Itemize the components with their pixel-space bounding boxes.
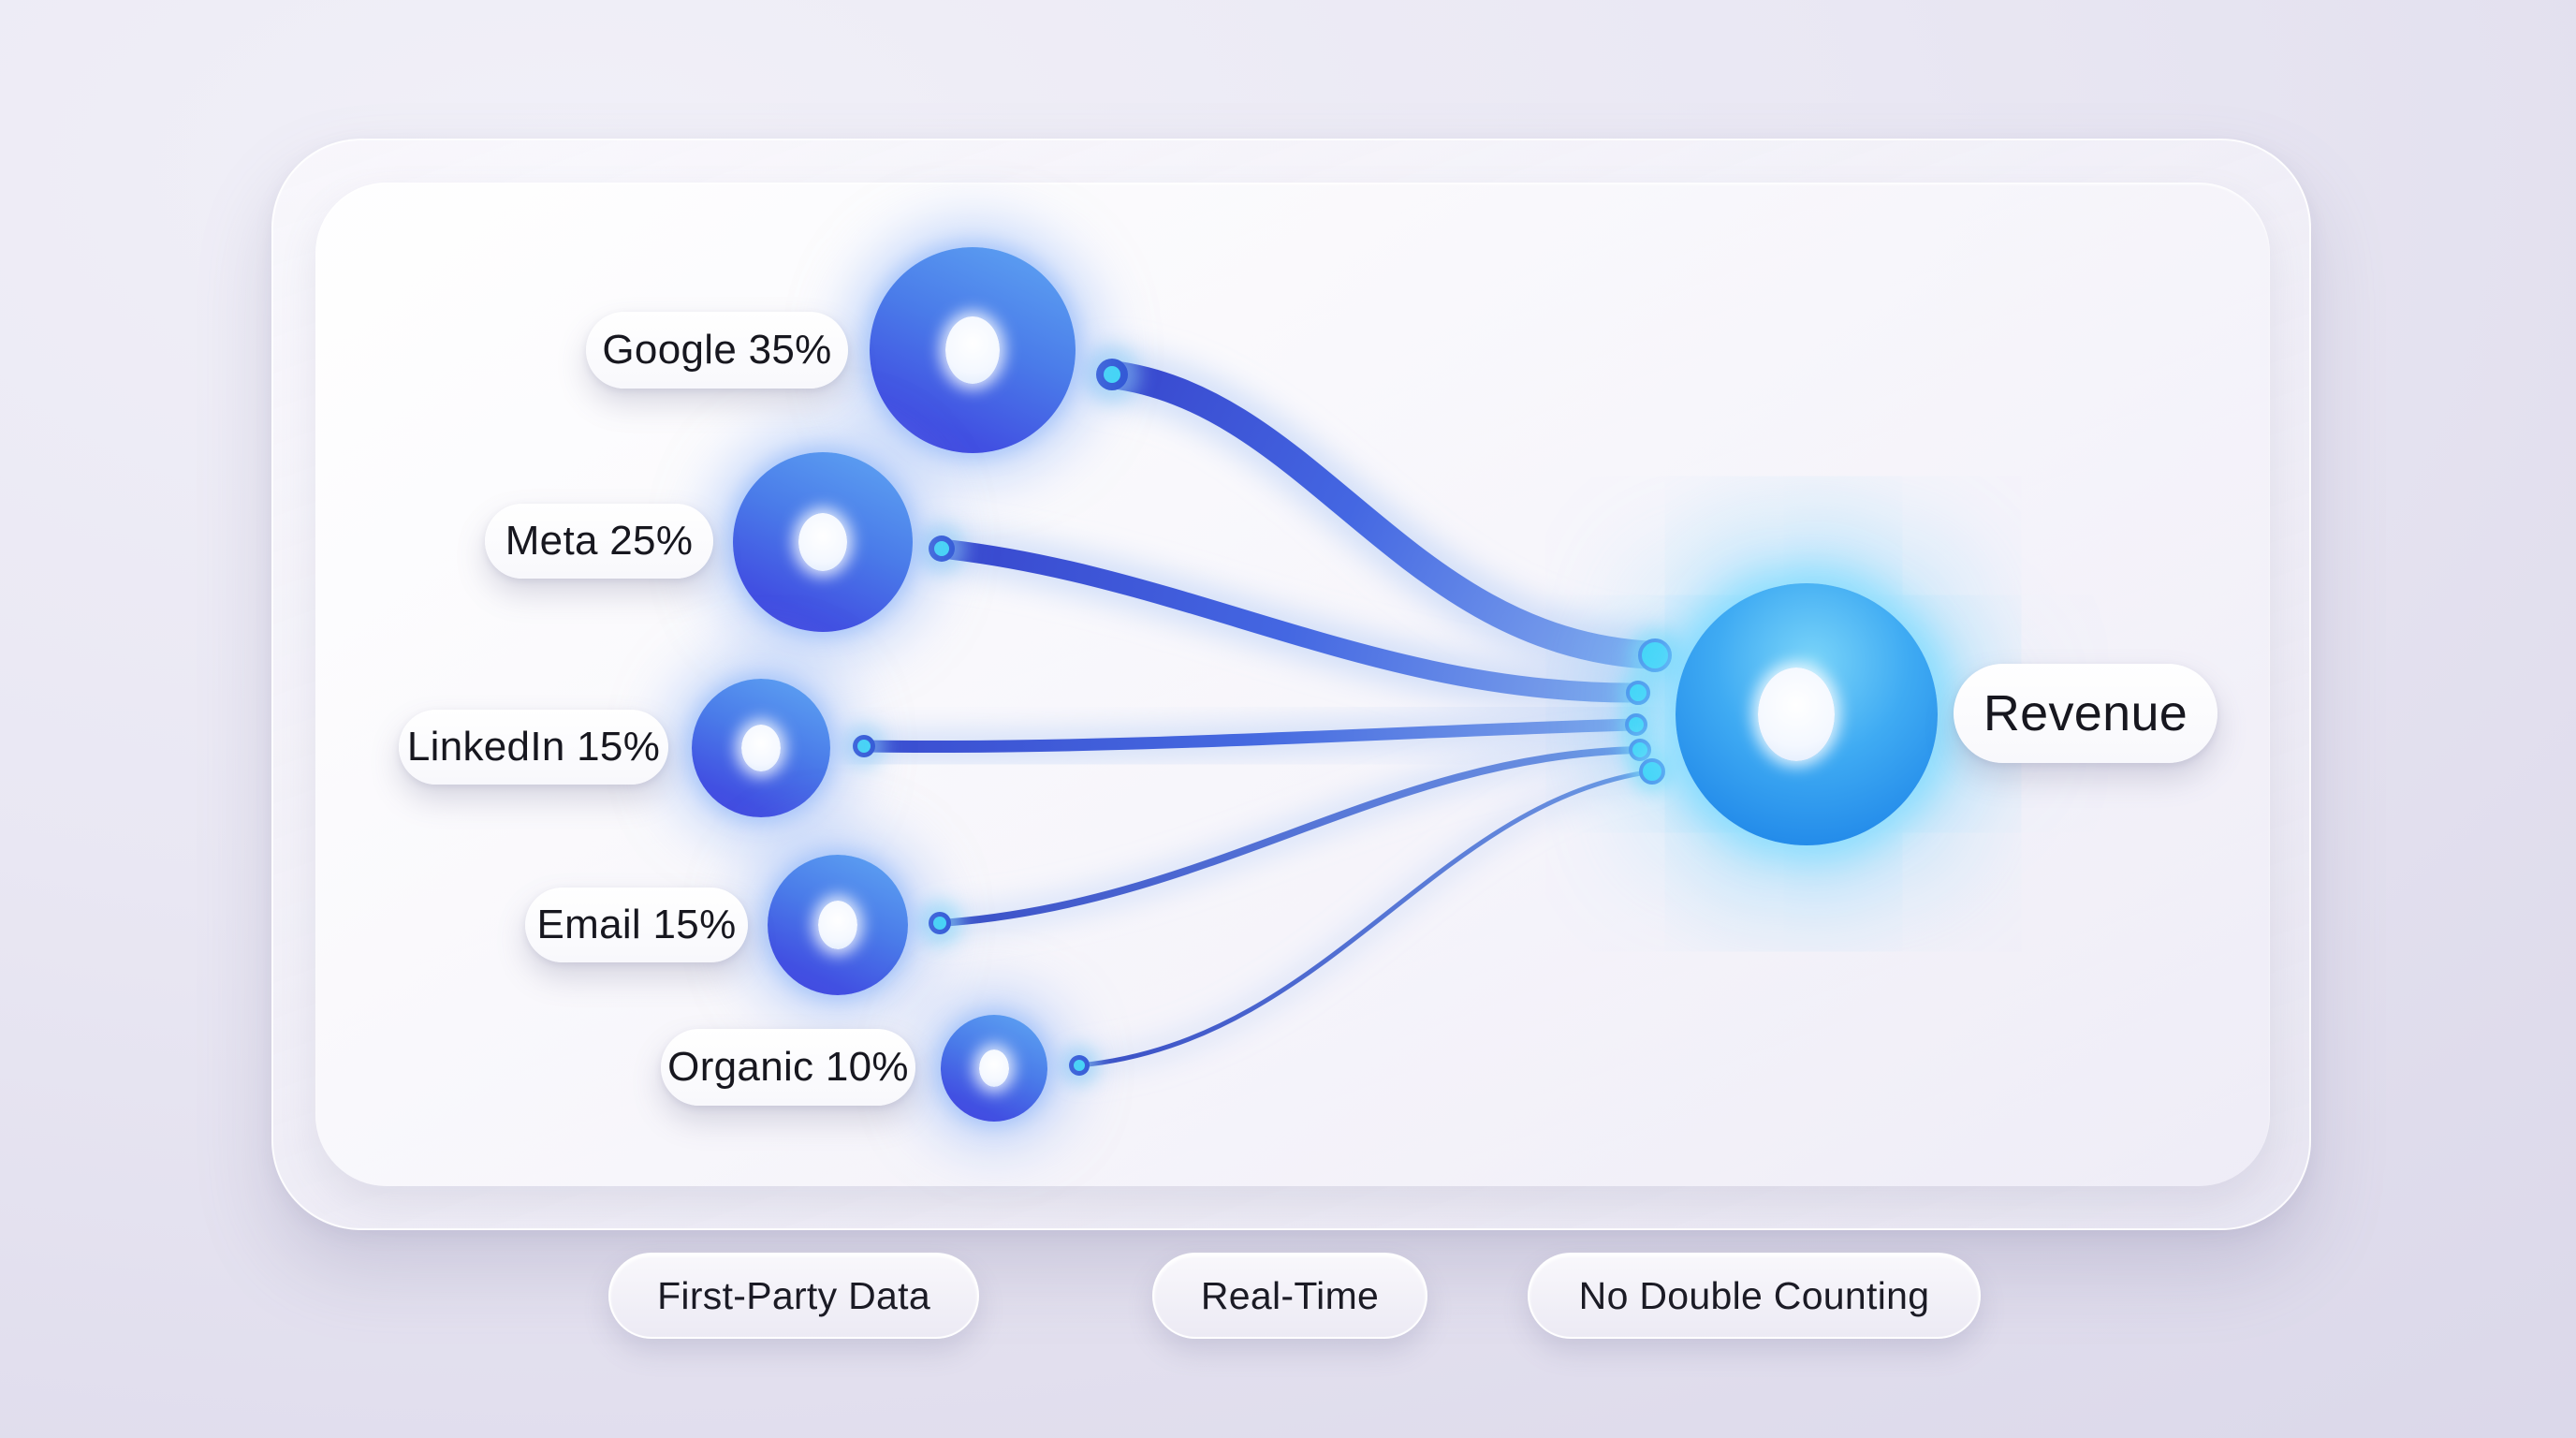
- label-linkedin: LinkedIn 15%: [399, 710, 668, 785]
- flow-end-dot-google: [1629, 629, 1681, 682]
- label-revenue: Revenue: [1954, 664, 2217, 763]
- flow-start-dot-email: [917, 901, 962, 946]
- node-linkedin: [692, 679, 830, 817]
- badge-real-time: Real-Time: [1152, 1253, 1427, 1339]
- flow-start-dot-meta: [917, 524, 966, 573]
- flow-end-dot-meta: [1618, 673, 1658, 712]
- badge-no-double-counting: No Double Counting: [1528, 1253, 1981, 1339]
- flow-start-dot-google: [1084, 346, 1140, 403]
- node-linkedin-core: [741, 725, 781, 771]
- node-email-core: [818, 901, 857, 949]
- node-email: [768, 855, 908, 995]
- label-email: Email 15%: [525, 888, 748, 962]
- flow-line-email: [936, 746, 1644, 927]
- flow-line-organic: [1076, 769, 1655, 1068]
- node-organic: [941, 1015, 1047, 1122]
- node-meta-core: [798, 513, 847, 571]
- label-google: Google 35%: [586, 312, 848, 389]
- node-meta: [733, 452, 913, 632]
- flow-start-dot-organic: [1060, 1046, 1099, 1085]
- label-meta: Meta 25%: [485, 504, 713, 579]
- flow-line-linkedin: [857, 718, 1643, 753]
- flow-start-dot-linkedin: [842, 725, 886, 768]
- badge-first-party-data: First-Party Data: [608, 1253, 979, 1339]
- flow-end-dot-organic: [1632, 751, 1673, 792]
- label-organic: Organic 10%: [661, 1029, 915, 1106]
- node-google-core: [945, 316, 1000, 384]
- node-revenue: [1676, 583, 1938, 845]
- node-google: [870, 247, 1076, 453]
- flow-line-google: [1098, 360, 1669, 669]
- node-revenue-core: [1757, 668, 1835, 761]
- node-organic-core: [979, 1049, 1009, 1087]
- flow-line-meta: [931, 538, 1648, 703]
